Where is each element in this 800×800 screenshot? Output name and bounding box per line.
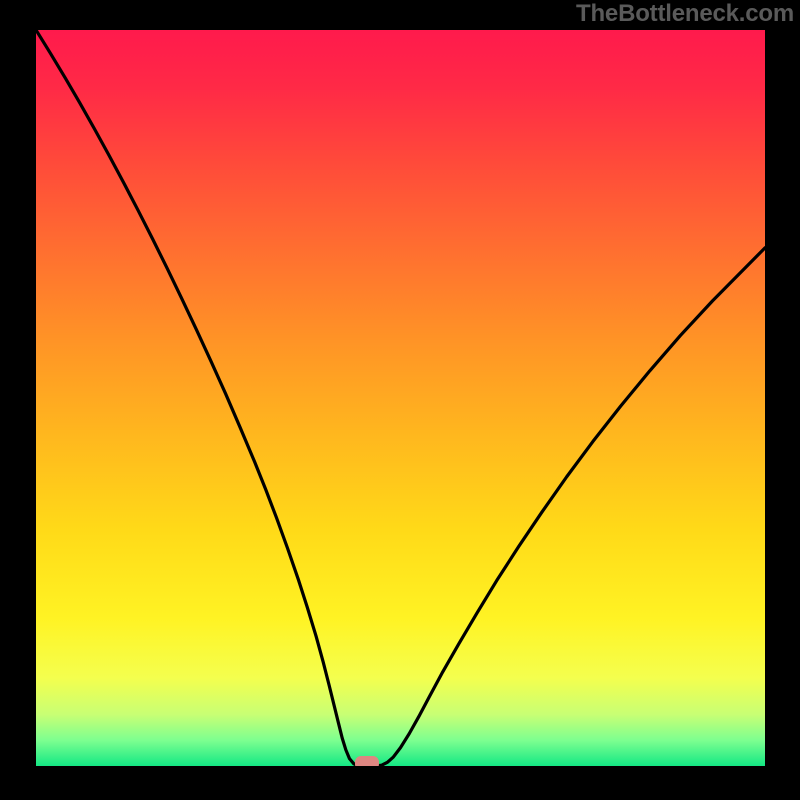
bottleneck-chart [0, 0, 800, 800]
plot-background [36, 30, 765, 766]
minimum-marker [355, 756, 379, 770]
chart-container: TheBottleneck.com [0, 0, 800, 800]
watermark-text: TheBottleneck.com [576, 0, 794, 28]
